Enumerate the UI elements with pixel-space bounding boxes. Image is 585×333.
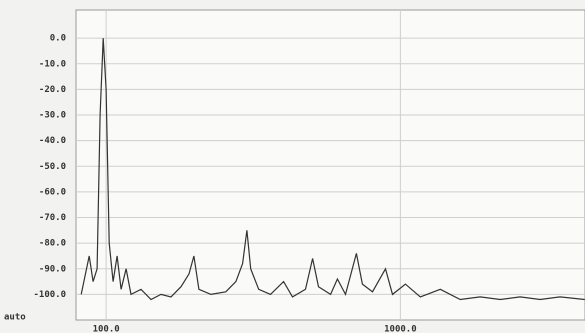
y-tick-label: -30.0: [39, 111, 66, 121]
y-tick-label: -50.0: [39, 162, 66, 172]
x-tick-label: 100.0: [93, 325, 120, 333]
y-tick-label: 0.0: [50, 34, 66, 44]
y-tick-label: -40.0: [39, 136, 66, 146]
y-tick-label: -10.0: [39, 59, 66, 69]
x-tick-label: 1000.0: [384, 325, 417, 333]
y-tick-label: -90.0: [39, 264, 66, 274]
spectrum-line: [80, 38, 585, 301]
annotation: auto: [4, 313, 26, 323]
y-tick-label: -100.0: [33, 290, 66, 300]
y-tick-label: -80.0: [39, 239, 66, 249]
y-tick-label: -60.0: [39, 187, 66, 197]
plot-area: [75, 9, 585, 321]
y-tick-label: -70.0: [39, 213, 66, 223]
y-tick-label: -20.0: [39, 85, 66, 95]
